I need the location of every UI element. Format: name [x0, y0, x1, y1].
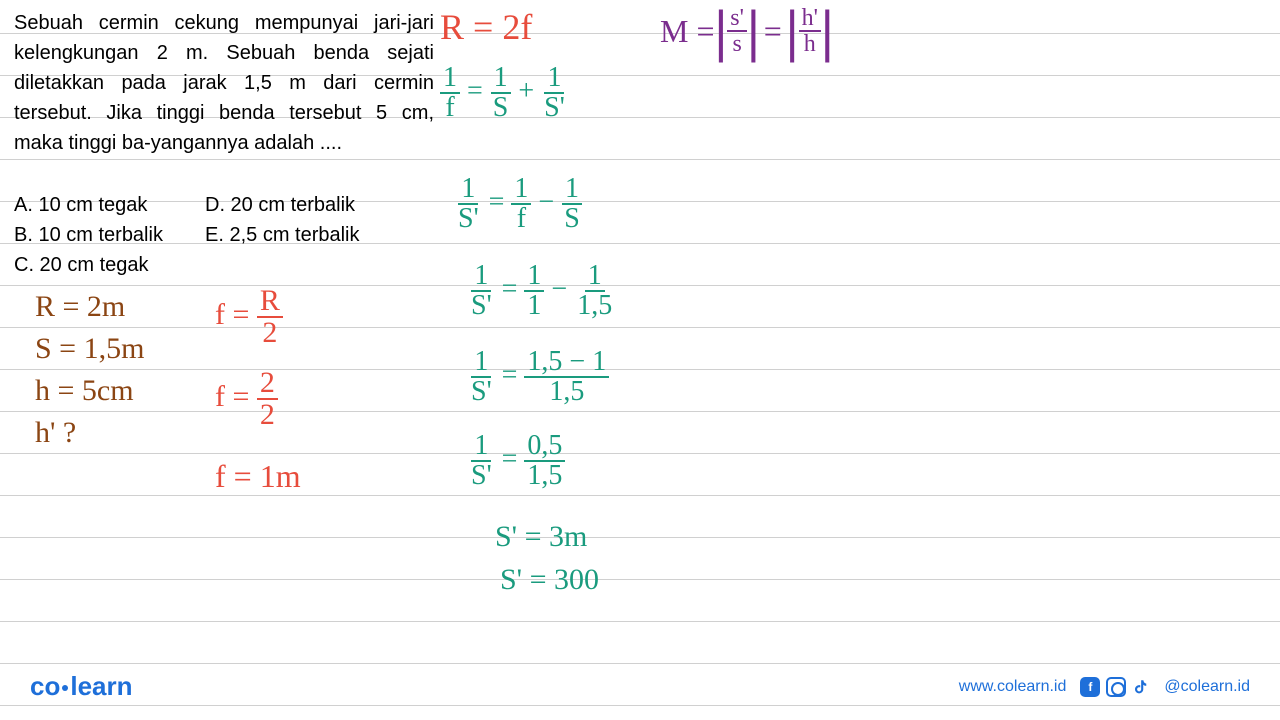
footer-handle: @colearn.id — [1164, 678, 1250, 696]
logo-dot-icon — [62, 685, 68, 691]
abs-bar-icon: | — [821, 8, 834, 54]
focal-eq1-lhs: f = — [215, 298, 249, 331]
abs-bar-icon: | — [747, 8, 760, 54]
focal-eq1-top: R — [257, 286, 283, 318]
option-a: A. 10 cm tegak — [14, 190, 163, 220]
result-s-prime-cm: S' = 300 — [500, 563, 599, 597]
footer-right: www.colearn.id f @colearn.id — [959, 677, 1250, 697]
option-d: D. 20 cm terbalik — [205, 190, 360, 220]
abs-bar-icon: | — [715, 8, 728, 54]
options-col2: D. 20 cm terbalik E. 2,5 cm terbalik — [205, 190, 360, 250]
focal-eq2-lhs: f = — [215, 380, 249, 413]
options-col1: A. 10 cm tegak B. 10 cm terbalik C. 20 c… — [14, 190, 163, 280]
relation-r2f: R = 2f — [440, 6, 532, 48]
given-s: S = 1,5m — [35, 332, 144, 366]
mirror-eq2: 1S' = 1f − 1S — [455, 175, 583, 233]
option-b: B. 10 cm terbalik — [14, 220, 163, 250]
mag-lhs: M = — [660, 13, 715, 50]
mirror-eq5: 1S' = 0,51,5 — [468, 432, 565, 490]
question-text: Sebuah cermin cekung mempunyai jari-jari… — [14, 8, 434, 158]
logo: colearn — [30, 671, 133, 702]
focal-eq1-bot: 2 — [259, 318, 280, 348]
focal-eq3: f = 1m — [215, 458, 301, 495]
logo-left: co — [30, 671, 60, 701]
facebook-icon: f — [1080, 677, 1100, 697]
focal-eq2: f = 2 2 — [215, 368, 278, 430]
given-hq: h' ? — [35, 416, 76, 450]
focal-eq1: f = R 2 — [215, 286, 283, 348]
focal-eq2-bot: 2 — [257, 400, 278, 430]
option-c: C. 20 cm tegak — [14, 250, 163, 280]
option-e: E. 2,5 cm terbalik — [205, 220, 360, 250]
abs-bar-icon: | — [786, 8, 799, 54]
instagram-icon — [1106, 677, 1126, 697]
social-icons: f — [1080, 677, 1150, 697]
logo-right: learn — [70, 671, 132, 701]
mirror-eq4: 1S' = 1,5 − 11,5 — [468, 348, 609, 406]
mirror-eq3: 1S' = 11 − 11,5 — [468, 262, 615, 320]
given-r: R = 2m — [35, 290, 125, 324]
result-s-prime: S' = 3m — [495, 520, 587, 554]
given-h: h = 5cm — [35, 374, 134, 408]
focal-eq2-top: 2 — [257, 368, 278, 400]
footer: colearn www.colearn.id f @colearn.id — [0, 671, 1280, 702]
footer-url: www.colearn.id — [959, 678, 1067, 696]
tiktok-icon — [1132, 677, 1150, 697]
magnification: M = | s' s | = | h' h | — [660, 6, 834, 56]
mirror-eq1: 1f = 1S + 1S' — [440, 64, 568, 122]
